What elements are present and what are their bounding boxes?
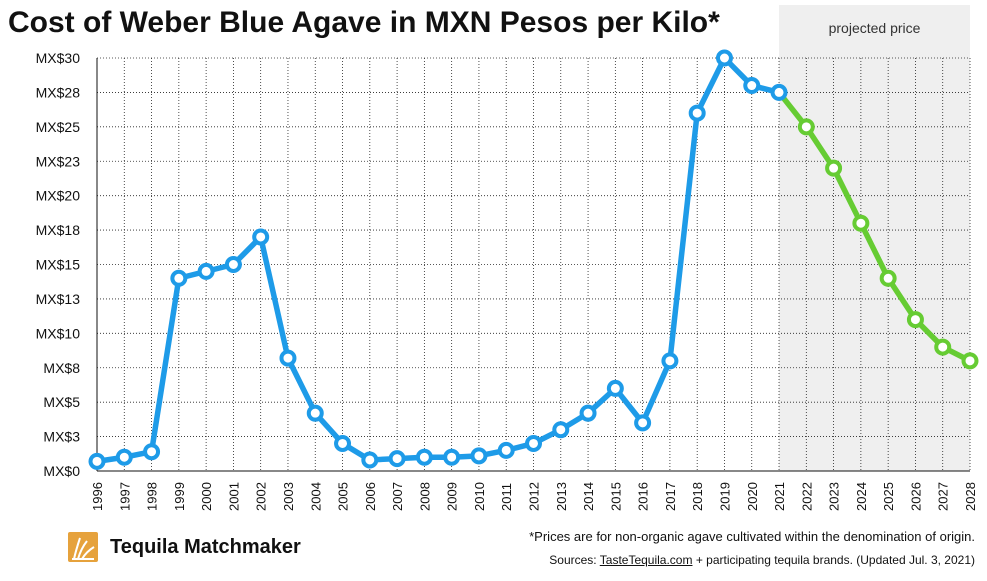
data-point [115,448,133,466]
data-point [252,228,270,246]
x-tick-label: 2002 [254,482,269,511]
y-tick-label: MX$23 [36,153,81,169]
y-tick-label: MX$8 [43,360,80,376]
x-tick-label: 2021 [772,482,787,511]
y-tick-label: MX$13 [36,291,81,307]
data-point [634,414,652,432]
x-tick-label: 2023 [827,482,842,511]
x-tick-label: 2006 [363,482,378,511]
data-point [143,443,161,461]
data-point [770,83,788,101]
y-tick-label: MX$3 [43,429,80,445]
y-tick-label: MX$0 [43,463,80,479]
axes [96,58,970,472]
series-line-actual [94,55,782,465]
x-tick-label: 2015 [608,482,623,511]
data-point [715,49,733,67]
x-tick-label: 2016 [636,482,651,511]
data-point [579,404,597,422]
projected-region-label: projected price [829,20,921,36]
y-tick-label: MX$20 [36,188,81,204]
data-point [879,269,897,287]
brand-name: Tequila Matchmaker [110,535,301,558]
projected-region: projected price [779,5,970,471]
x-tick-label: 2003 [281,482,296,511]
x-tick-label: 2008 [417,482,432,511]
data-point [825,159,843,177]
sources-link[interactable]: TasteTequila.com [599,553,693,567]
data-point [606,379,624,397]
x-tick-label: 2007 [390,482,405,511]
data-point [224,256,242,273]
x-tick-label: 2014 [581,482,596,511]
data-point [470,447,488,465]
x-tick-label: 2019 [717,482,732,511]
x-tick-label: 1998 [145,482,160,511]
x-tick-label: 1996 [90,482,105,511]
agave-logo-icon [68,532,98,562]
data-point [552,421,570,439]
x-tick-label: 2022 [799,482,814,511]
x-tick-label: 2025 [881,482,896,511]
data-point [170,269,188,287]
chart-title: Cost of Weber Blue Agave in MXN Pesos pe… [8,6,720,39]
x-tick-label: 2011 [499,483,514,511]
sources-prefix: Sources: [549,553,600,567]
sources-suffix: + participating tequila brands. (Updated… [692,553,975,567]
x-tick-label: 2005 [336,482,351,511]
y-tick-label: MX$28 [36,84,81,100]
data-point [852,214,870,232]
x-tick-label: 2004 [308,482,323,511]
data-point [415,448,433,466]
data-point [279,349,297,367]
y-tick-label: MX$30 [36,50,81,66]
x-tick-label: 2026 [908,482,923,511]
footnote: *Prices are for non-organic agave cultiv… [529,529,975,544]
sources-note: Sources: TasteTequila.com + participatin… [549,553,975,567]
x-tick-label: 2024 [854,482,869,511]
data-point [688,104,706,122]
y-tick-labels: MX$0 MX$3 MX$5 MX$8 MX$10 MX$13 MX$15 MX$18 MX$2… [36,50,81,479]
data-point [388,450,406,468]
y-tick-label: MX$15 [36,257,81,273]
x-tick-label: 2013 [554,482,569,511]
x-tick-label: 1999 [172,482,187,511]
x-tick-label: 2027 [936,482,951,511]
x-tick-label: 2010 [472,482,487,511]
x-tick-label: 2001 [226,482,241,511]
data-point [334,434,352,452]
x-tick-label: 1997 [117,482,132,511]
y-tick-label: MX$5 [43,394,80,410]
data-point [743,77,761,95]
x-tick-label: 2000 [199,482,214,511]
data-point [961,352,979,370]
data-point [934,338,952,356]
x-tick-label: 2009 [445,482,460,511]
data-points [88,49,979,470]
data-point [197,262,215,280]
y-tick-label: MX$25 [36,119,81,135]
data-point [361,451,379,469]
data-point [88,452,106,470]
x-tick-label: 2012 [527,482,542,511]
y-tick-label: MX$10 [36,325,81,341]
data-point [906,311,924,329]
x-tick-label: 2028 [963,482,978,511]
y-tick-label: MX$18 [36,222,81,238]
data-point [306,404,324,422]
data-point [797,118,815,136]
data-point [525,434,542,452]
data-point [443,448,461,466]
data-point [661,352,679,370]
data-point [497,441,515,459]
x-tick-label: 2018 [690,482,705,511]
x-tick-labels: 1996 1997 1998 1999 2000 2001 2002 2003 2004 2005… [90,482,978,511]
x-tick-label: 2017 [663,482,678,511]
projected-region-bg [779,5,970,471]
x-tick-label: 2020 [745,482,760,511]
brand: Tequila Matchmaker [68,532,301,562]
